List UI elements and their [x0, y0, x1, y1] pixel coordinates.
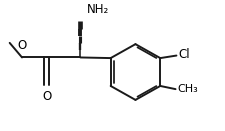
- Text: NH₂: NH₂: [87, 3, 109, 16]
- Text: O: O: [17, 39, 27, 52]
- Text: Cl: Cl: [178, 48, 189, 61]
- Text: O: O: [42, 90, 51, 103]
- Text: CH₃: CH₃: [177, 84, 198, 94]
